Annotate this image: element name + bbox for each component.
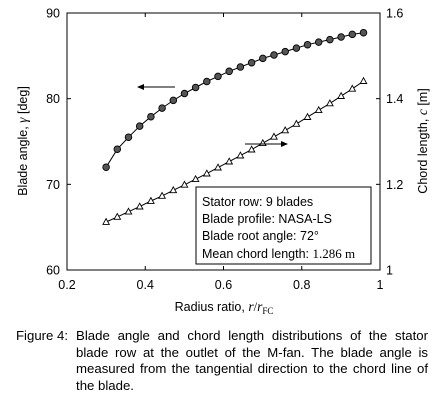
y-right-tick-label: 1.6 <box>386 7 403 21</box>
chord-length-point <box>102 217 111 225</box>
chord-length-point <box>236 151 245 159</box>
blade-angle-point <box>203 77 211 86</box>
y-right-tick-label: 1.4 <box>386 92 403 106</box>
chord-length-point <box>247 145 256 153</box>
info-box-frame <box>195 186 372 265</box>
chord-length-point <box>225 157 234 165</box>
y-right-tick-label: 1 <box>386 264 393 278</box>
series-markers <box>102 28 368 225</box>
right-tick-labels: 1 1.2 1.4 1.6 <box>386 7 403 278</box>
blade-angle-point <box>147 112 155 121</box>
info-mean-chord-length: Mean chord length: 1.286 m <box>202 246 355 261</box>
y-left-axis-label: Blade angle, γ [deg] <box>15 86 30 196</box>
caption-text: Blade angle and chord length distributio… <box>76 328 428 393</box>
info-box: Stator row: 9 blades Blade profile: NASA… <box>195 186 372 265</box>
chord-length-point <box>202 169 211 177</box>
chord-length-point <box>281 126 290 134</box>
x-tick-label: 0.4 <box>137 278 154 292</box>
blade-angle-point <box>102 163 110 171</box>
ticks <box>66 12 381 271</box>
y-right-tick-label: 1.2 <box>386 178 403 192</box>
x-tick-label: 0.6 <box>215 278 232 292</box>
chart: 60 70 80 90 1 1.2 1.4 1.6 0.2 0.4 0.6 0.8 1 Blade … <box>15 7 430 317</box>
blade-angle-point <box>124 133 133 141</box>
chord-length-point <box>113 212 122 220</box>
figure-caption: Figure 4: Blade angle and chord length d… <box>16 328 428 394</box>
chord-length-point <box>158 191 167 199</box>
blade-angle-point <box>359 28 368 37</box>
blade-angle-point <box>180 89 189 98</box>
chord-length-point <box>314 105 323 114</box>
blade-angle-point <box>214 72 222 81</box>
blade-angle-point <box>292 44 301 52</box>
info-blade-root-angle: Blade root angle: 72° <box>202 229 319 243</box>
blade-angle-point <box>259 54 267 63</box>
chord-length-point <box>214 163 222 171</box>
y-left-tick-label: 90 <box>46 7 60 21</box>
blade-angle-point <box>225 67 233 76</box>
blade-angle-point <box>314 38 323 46</box>
blade-angle-point <box>169 96 178 105</box>
chord-length-point <box>191 174 200 183</box>
chord-length-point <box>180 180 189 188</box>
chord-length-point <box>146 196 155 204</box>
blade-angle-arrow <box>137 84 175 90</box>
chord-length-point <box>303 112 312 120</box>
x-tick-label: 0.2 <box>58 278 75 292</box>
caption-label: Figure 4: <box>16 328 69 343</box>
blade-angle-point <box>281 47 289 56</box>
x-tick-label: 0.8 <box>293 278 310 292</box>
y-left-tick-label: 80 <box>46 92 60 106</box>
left-tick-labels: 60 70 80 90 <box>46 7 60 278</box>
chord-length-point <box>359 76 368 84</box>
y-left-tick-label: 70 <box>46 178 60 192</box>
blade-angle-line <box>105 32 364 168</box>
x-axis-label: Radius ratio, r/rFC <box>175 299 274 316</box>
blade-angle-point <box>113 145 122 153</box>
blade-angle-point <box>326 35 334 44</box>
blade-angle-point <box>247 58 256 67</box>
info-stator-row: Stator row: 9 blades <box>202 195 313 209</box>
blade-angle-point <box>191 83 200 92</box>
chord-length-point <box>135 202 144 210</box>
chord-length-arrow <box>245 141 288 147</box>
chord-length-point <box>348 84 357 92</box>
blade-angle-point <box>236 63 245 71</box>
chord-length-point <box>337 91 346 99</box>
x-tick-labels: 0.2 0.4 0.6 0.8 1 <box>58 278 383 292</box>
chord-length-point <box>124 207 133 215</box>
chord-length-point <box>325 99 334 107</box>
chord-length-point <box>292 119 301 127</box>
blade-angle-point <box>158 104 166 112</box>
x-tick-label: 1 <box>377 278 384 292</box>
info-blade-profile: Blade profile: NASA-LS <box>202 212 332 226</box>
blade-angle-point <box>270 51 278 59</box>
chord-length-point <box>270 132 278 140</box>
y-right-axis-label: Chord length, c [m] <box>415 88 430 193</box>
chord-length-point <box>169 185 178 194</box>
y-left-tick-label: 60 <box>46 264 60 278</box>
blade-angle-point <box>348 30 357 39</box>
blade-angle-point <box>337 33 345 41</box>
blade-angle-point <box>135 122 144 130</box>
blade-angle-point <box>303 40 312 49</box>
chord-length-point <box>258 138 267 147</box>
